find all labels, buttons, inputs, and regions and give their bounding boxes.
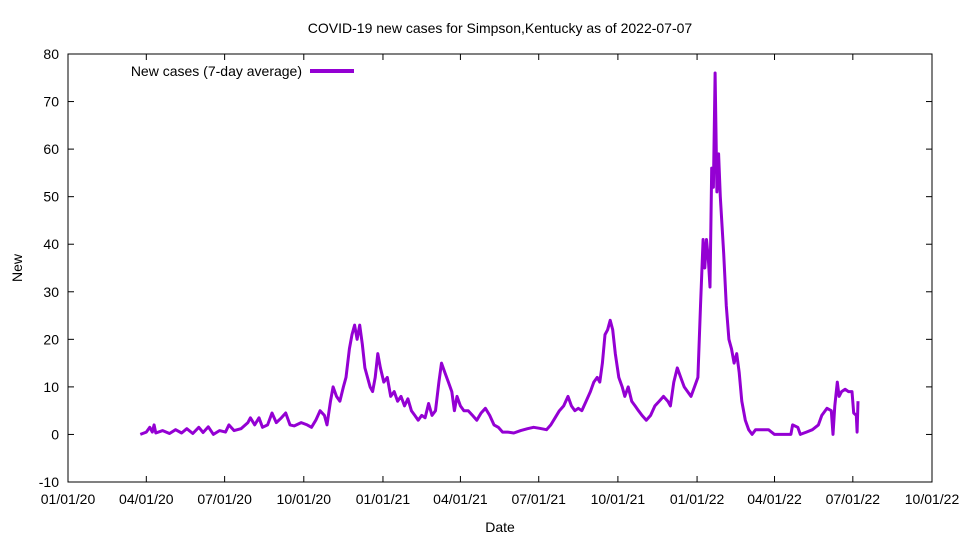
x-tick-label: 07/01/20 [197,491,252,507]
y-tick-label: 70 [43,94,59,110]
y-axis-label: New [9,253,25,282]
series-layer [139,71,860,436]
legend-label: New cases (7-day average) [131,63,302,79]
x-tick-label: 04/01/21 [433,491,488,507]
series-line [139,71,860,436]
x-axis: 01/01/20 04/01/20 07/01/20 10/01/20 01/01/21… [41,54,960,507]
y-tick-label: 10 [43,379,59,395]
y-tick-label: 40 [43,236,59,252]
x-tick-label: 10/01/21 [591,491,646,507]
y-tick-label: 30 [43,284,59,300]
x-tick-label: 04/01/22 [747,491,802,507]
y-tick-label: 0 [51,426,59,442]
x-tick-label: 10/01/22 [905,491,960,507]
y-axis: -10 0 10 20 30 40 50 60 70 80 [39,46,932,490]
chart-title: COVID-19 new cases for Simpson,Kentucky … [308,20,693,36]
x-tick-label: 07/01/22 [826,491,881,507]
y-tick-label: 60 [43,141,59,157]
y-tick-label: 20 [43,331,59,347]
y-tick-label: 50 [43,189,59,205]
x-tick-label: 01/01/22 [670,491,725,507]
x-tick-label: 07/01/21 [511,491,566,507]
plot-frame [67,53,933,483]
x-axis-label: Date [485,519,515,535]
x-tick-label: 04/01/20 [119,491,174,507]
x-tick-label: 01/01/21 [356,491,411,507]
x-tick-label: 10/01/20 [277,491,332,507]
legend: New cases (7-day average) [131,63,354,79]
y-tick-label: 80 [43,46,59,62]
y-tick-label: -10 [39,474,59,490]
x-tick-label: 01/01/20 [41,491,96,507]
